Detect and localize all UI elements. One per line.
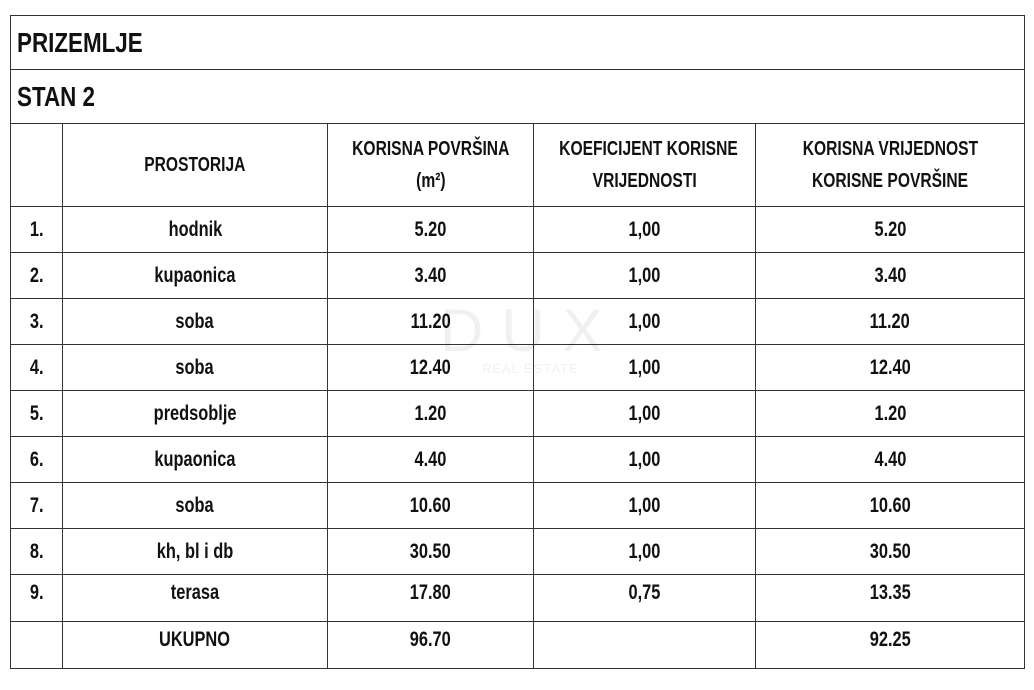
room-name: predsoblje [62, 390, 328, 437]
coefficient: 1,00 [533, 206, 756, 253]
unit-title: STAN 2 [10, 69, 1025, 124]
usable-area: 12.40 [327, 344, 534, 391]
floor-title: PRIZEMLJE [10, 15, 1025, 70]
usable-area: 5.20 [327, 206, 534, 253]
row-number: 4. [10, 344, 63, 391]
usable-area: 4.40 [327, 436, 534, 483]
table-row: 5. predsoblje 1.20 1,00 1.20 [10, 390, 1025, 437]
room-name: soba [62, 298, 328, 345]
coefficient: 0,75 [533, 574, 756, 622]
row-number: 1. [10, 206, 63, 253]
usable-value: 10.60 [755, 482, 1025, 529]
coefficient: 1,00 [533, 528, 756, 575]
table-row: 9. terasa 17.80 0,75 13.35 [10, 574, 1025, 622]
coefficient: 1,00 [533, 390, 756, 437]
row-number: 7. [10, 482, 63, 529]
usable-area: 11.20 [327, 298, 534, 345]
header-number [10, 123, 63, 207]
header-value: KORISNA VRIJEDNOST KORISNE POVRŠINE [755, 123, 1025, 207]
total-area: 96.70 [327, 621, 534, 669]
header-coefficient: KOEFICIJENT KORISNE VRIJEDNOSTI [533, 123, 756, 207]
total-label: UKUPNO [62, 621, 328, 669]
room-name: soba [62, 482, 328, 529]
row-number: 8. [10, 528, 63, 575]
header-row: PROSTORIJA KORISNA POVRŠINA (m²) KOEFICIJ… [10, 123, 1025, 207]
room-name: terasa [62, 574, 328, 622]
table-row: 6. kupaonica 4.40 1,00 4.40 [10, 436, 1025, 483]
room-name: kh, bl i db [62, 528, 328, 575]
total-value: 92.25 [755, 621, 1025, 669]
row-number: 3. [10, 298, 63, 345]
usable-area: 3.40 [327, 252, 534, 299]
usable-area: 1.20 [327, 390, 534, 437]
usable-value: 3.40 [755, 252, 1025, 299]
usable-value: 4.40 [755, 436, 1025, 483]
coefficient: 1,00 [533, 344, 756, 391]
header-room: PROSTORIJA [62, 123, 328, 207]
coefficient: 1,00 [533, 252, 756, 299]
coefficient: 1,00 [533, 298, 756, 345]
total-number [10, 621, 63, 669]
room-name: kupaonica [62, 252, 328, 299]
table-row: 7. soba 10.60 1,00 10.60 [10, 482, 1025, 529]
usable-value: 1.20 [755, 390, 1025, 437]
room-name: hodnik [62, 206, 328, 253]
total-row: UKUPNO 96.70 92.25 [10, 621, 1025, 669]
table-row: 8. kh, bl i db 30.50 1,00 30.50 [10, 528, 1025, 575]
table-row: 1. hodnik 5.20 1,00 5.20 [10, 206, 1025, 253]
table-row: 2. kupaonica 3.40 1,00 3.40 [10, 252, 1025, 299]
usable-area: 10.60 [327, 482, 534, 529]
coefficient: 1,00 [533, 482, 756, 529]
table-row: 3. soba 11.20 1,00 11.20 [10, 298, 1025, 345]
room-name: kupaonica [62, 436, 328, 483]
usable-value: 13.35 [755, 574, 1025, 622]
usable-value: 12.40 [755, 344, 1025, 391]
row-number: 2. [10, 252, 63, 299]
coefficient: 1,00 [533, 436, 756, 483]
room-name: soba [62, 344, 328, 391]
row-number: 5. [10, 390, 63, 437]
usable-value: 11.20 [755, 298, 1025, 345]
usable-area: 17.80 [327, 574, 534, 622]
total-coefficient [533, 621, 756, 669]
usable-area: 30.50 [327, 528, 534, 575]
area-table: PRIZEMLJE STAN 2 PROSTORIJA KORISNA POVR… [10, 15, 1025, 669]
usable-value: 30.50 [755, 528, 1025, 575]
table-row: 4. soba 12.40 1,00 12.40 [10, 344, 1025, 391]
usable-value: 5.20 [755, 206, 1025, 253]
row-number: 6. [10, 436, 63, 483]
row-number: 9. [10, 574, 63, 622]
header-area: KORISNA POVRŠINA (m²) [327, 123, 534, 207]
